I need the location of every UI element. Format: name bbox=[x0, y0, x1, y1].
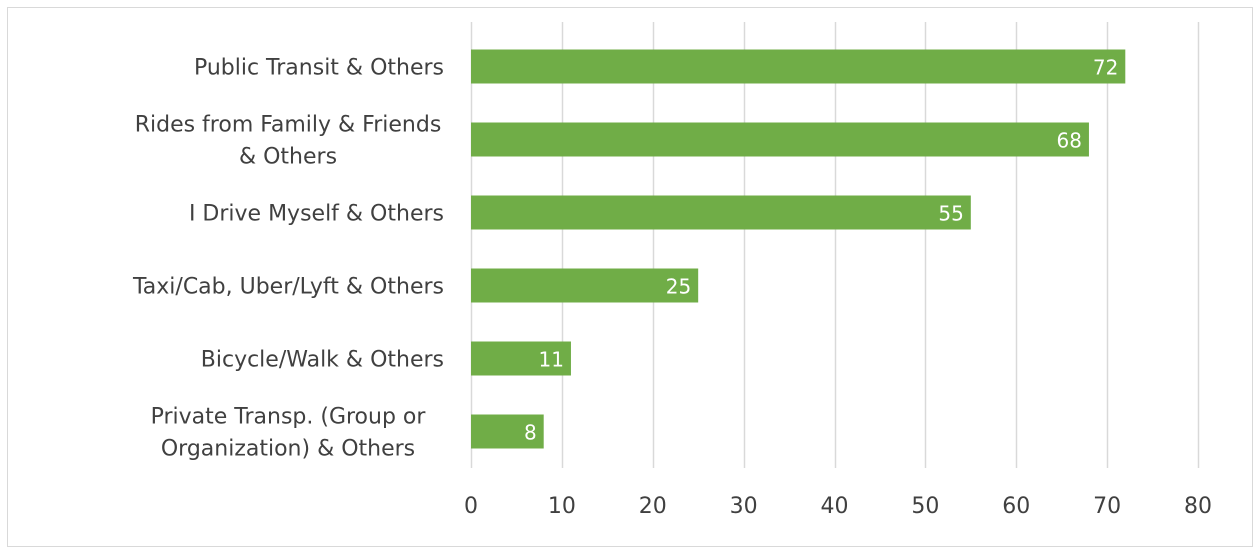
data-label: 55 bbox=[938, 202, 963, 226]
category-label: Rides from Family & Friends bbox=[135, 113, 442, 138]
bar bbox=[471, 268, 699, 303]
x-tick-label: 60 bbox=[1002, 494, 1030, 519]
category-labels: Public Transit & Others Rides from Family… bbox=[132, 56, 444, 462]
data-label: 8 bbox=[524, 421, 537, 445]
bar bbox=[471, 49, 1126, 84]
data-label: 72 bbox=[1093, 56, 1118, 80]
gridlines bbox=[470, 22, 1200, 468]
bar bbox=[471, 341, 571, 376]
bars bbox=[471, 49, 1126, 449]
data-label: 25 bbox=[666, 275, 691, 299]
category-label: Public Transit & Others bbox=[194, 56, 444, 81]
x-tick-label: 70 bbox=[1093, 494, 1121, 519]
category-label: Private Transp. (Group or bbox=[151, 405, 427, 430]
x-tick-label: 50 bbox=[911, 494, 939, 519]
x-tick-label: 20 bbox=[639, 494, 667, 519]
x-tick-label: 30 bbox=[730, 494, 758, 519]
x-tick-label: 10 bbox=[548, 494, 576, 519]
data-label: 68 bbox=[1056, 129, 1081, 153]
category-label: I Drive Myself & Others bbox=[189, 202, 444, 227]
category-label: & Others bbox=[239, 145, 337, 170]
bar bbox=[471, 122, 1089, 157]
x-tick-label: 0 bbox=[464, 494, 478, 519]
x-tick-label: 40 bbox=[821, 494, 849, 519]
x-tick-label: 80 bbox=[1184, 494, 1212, 519]
data-labels: 72 68 55 25 11 8 bbox=[524, 56, 1118, 445]
category-label: Bicycle/Walk & Others bbox=[201, 348, 444, 373]
data-label: 11 bbox=[539, 348, 564, 372]
x-axis-tick-labels: 0 10 20 30 40 50 60 70 80 bbox=[464, 494, 1212, 519]
bar-chart: 72 68 55 25 11 8 Public Transit & Others Rides… bbox=[132, 22, 1212, 519]
bar bbox=[471, 195, 971, 230]
bar bbox=[471, 414, 544, 449]
category-label: Organization) & Others bbox=[161, 437, 415, 462]
category-label: Taxi/Cab, Uber/Lyft & Others bbox=[132, 275, 444, 300]
